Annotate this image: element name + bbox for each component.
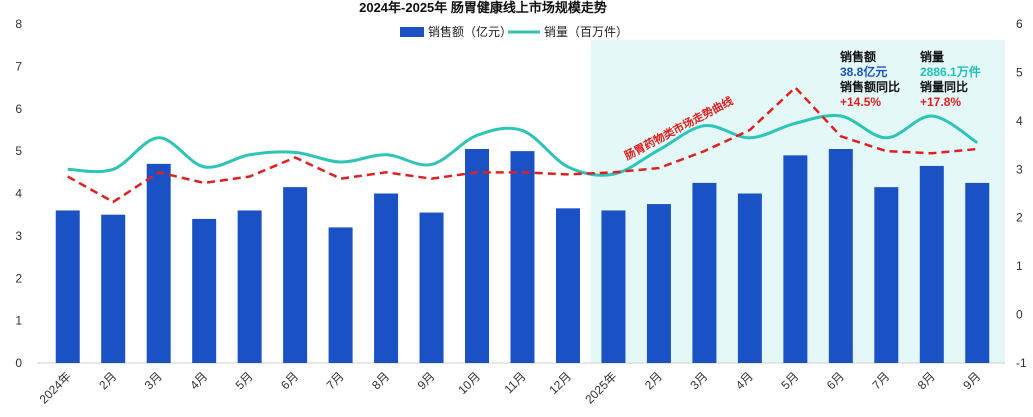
right-tick-label: 3 [1016,162,1023,176]
legend-bar-swatch [400,27,424,37]
bar [965,182,990,363]
legend-bar-label: 销售额（亿元） [428,24,512,39]
left-tick-label: 5 [15,144,22,158]
x-tick-label: 4月 [733,369,756,392]
bar [692,182,717,363]
x-tick-label: 12月 [546,369,574,397]
bar [419,212,444,363]
sales-label: 销售额 [840,49,876,64]
left-tick-label: 0 [15,356,22,370]
bar-series [55,149,990,363]
x-tick-label: 8月 [915,369,938,392]
left-tick-label: 2 [15,271,22,285]
x-tick-label: 6月 [824,369,847,392]
left-tick-label: 8 [15,17,22,31]
right-tick-label: 0 [1016,308,1023,322]
bar [646,204,671,363]
volume-line [67,113,979,177]
right-tick-label: 4 [1016,114,1023,128]
x-tick-label: 3月 [142,369,165,392]
x-tick-label: 2025年 [582,369,619,406]
right-tick-label: 5 [1016,65,1023,79]
bar [919,165,944,363]
sales-yoy-label: 销售额同比 [840,79,900,94]
legend: 销售额（亿元） 销量（百万件） [400,24,628,39]
left-tick-label: 4 [15,187,22,201]
right-axis: -1 0 1 2 3 4 5 6 [1016,17,1027,370]
bar [737,193,762,363]
left-axis: 0 1 2 3 4 5 6 7 8 [15,17,22,370]
left-tick-label: 1 [15,314,22,328]
x-tick-label: 2024年 [37,369,74,406]
bar [510,151,535,363]
right-tick-label: -1 [1016,356,1027,370]
x-axis: 2024年 2月 3月 4月 5月 6月 7月 8月 9月 10月 11月 12月 2025年 2月 3月 4… [37,369,984,406]
right-tick-label: 1 [1016,259,1023,273]
x-tick-label: 11月 [501,369,528,396]
x-tick-label: 4月 [187,369,210,392]
x-tick-label: 10月 [455,369,483,397]
bar [465,149,490,363]
x-tick-label: 9月 [960,369,983,392]
x-tick-label: 2月 [642,369,665,392]
bar [192,218,217,363]
x-tick-label: 9月 [415,369,438,392]
bar [828,149,853,363]
bar [374,193,399,363]
bar [55,210,80,363]
chart-title: 2024年-2025年 肠胃健康线上市场规模走势 [359,0,607,15]
sales-yoy-value: +14.5% [840,95,881,109]
bar [555,208,580,363]
bar [601,210,626,363]
bar [783,155,808,363]
bar [874,187,899,363]
x-tick-label: 6月 [278,369,301,392]
stats-panel: 销售额 销量 38.8亿元 2886.1万件 销售额同比 销量同比 +14.5%… [840,49,981,109]
x-tick-label: 5月 [778,369,801,392]
left-tick-label: 6 [15,102,22,116]
x-tick-label: 3月 [687,369,710,392]
right-tick-label: 6 [1016,17,1023,31]
bar [237,210,262,363]
right-tick-label: 2 [1016,211,1023,225]
x-tick-label: 8月 [369,369,392,392]
bar [328,227,353,363]
volume-yoy-value: +17.8% [920,95,961,109]
legend-line-label: 销量（百万件） [544,25,628,39]
bar [146,163,171,363]
x-tick-label: 7月 [869,369,892,392]
x-tick-label: 2月 [96,369,119,392]
bar [283,187,308,363]
sales-value: 38.8亿元 [840,64,887,79]
market-trend-dashed-line [67,85,978,204]
bar [101,214,126,363]
x-tick-label: 7月 [324,369,347,392]
volume-label: 销量 [920,49,944,64]
volume-value: 2886.1万件 [920,64,981,79]
x-tick-label: 5月 [233,369,256,392]
left-tick-label: 3 [15,229,22,243]
left-tick-label: 7 [15,59,22,73]
volume-yoy-label: 销量同比 [920,79,968,94]
